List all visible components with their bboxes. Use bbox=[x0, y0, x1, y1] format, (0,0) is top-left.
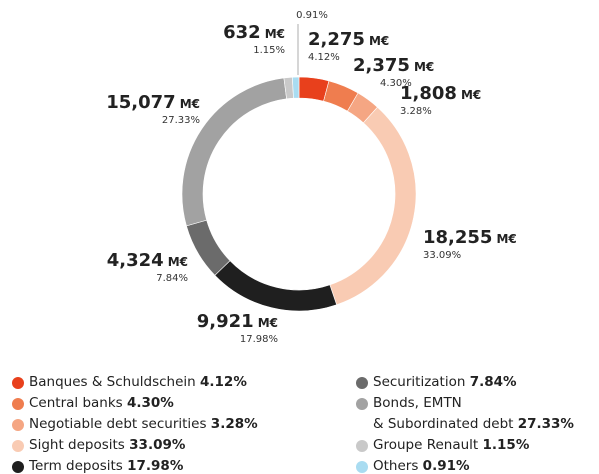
legend-dot bbox=[356, 398, 368, 410]
legend-percent: 3.28% bbox=[210, 416, 258, 432]
percent-label: 1.15% bbox=[253, 45, 285, 56]
legend-name: Bonds, EMTN & Subordinated debt bbox=[373, 395, 514, 432]
amount-label: 4,324 M€ bbox=[107, 250, 188, 271]
legend-percent: 4.12% bbox=[200, 374, 247, 390]
legend-dot bbox=[12, 377, 24, 389]
percent-label: 27.33% bbox=[162, 115, 200, 126]
legend-name: Banques & Schuldschein bbox=[29, 374, 196, 390]
legend-percent: 4.30% bbox=[127, 395, 174, 411]
amount-value: 18,255 bbox=[423, 227, 492, 248]
percent-label: 4.30% bbox=[380, 78, 412, 89]
legend-dot bbox=[12, 419, 24, 431]
legend-dot bbox=[356, 461, 368, 473]
amount-unit: M€ bbox=[461, 88, 481, 102]
legend-dot bbox=[12, 461, 24, 473]
percent-label: 4.12% bbox=[308, 52, 340, 63]
donut-segment bbox=[214, 260, 338, 312]
legend-percent: 1.15% bbox=[482, 437, 530, 453]
percent-label: 7.84% bbox=[156, 273, 188, 284]
legend-dot bbox=[356, 377, 368, 389]
amount-value: 632 bbox=[223, 22, 261, 43]
amount-value: 9,921 bbox=[197, 311, 254, 332]
legend-percent: 7.84% bbox=[469, 374, 517, 390]
amount-unit: M€ bbox=[258, 316, 278, 330]
percent-label: 17.98% bbox=[240, 334, 278, 345]
legend-item: Negotiable debt securities 3.28% bbox=[29, 414, 258, 435]
amount-unit: M€ bbox=[414, 60, 434, 74]
amount-unit: M€ bbox=[168, 255, 188, 269]
legend-dot bbox=[356, 440, 368, 452]
amount-unit: M€ bbox=[496, 232, 516, 246]
legend-name: Securitization bbox=[373, 374, 466, 390]
amount-unit: M€ bbox=[180, 97, 200, 111]
legend-name: Sight deposits bbox=[29, 437, 125, 453]
amount-value: 1,808 bbox=[400, 83, 457, 104]
legend-dot bbox=[12, 440, 24, 452]
legend-item: Securitization 7.84% bbox=[373, 372, 517, 393]
amount-value: 4,324 bbox=[107, 250, 164, 271]
percent-label: 0.91% bbox=[296, 10, 328, 21]
amount-unit: M€ bbox=[265, 27, 285, 41]
amount-value: 15,077 bbox=[106, 92, 175, 113]
amount-label: 2,375 M€ bbox=[353, 55, 434, 76]
legend-name: Groupe Renault bbox=[373, 437, 479, 453]
legend-name: Term deposits bbox=[29, 458, 123, 474]
percent-label: 33.09% bbox=[423, 250, 461, 261]
legend-name: Central banks bbox=[29, 395, 123, 411]
legend-dot bbox=[12, 398, 24, 410]
legend-item: Sight deposits 33.09% bbox=[29, 435, 185, 456]
amount-value: 2,275 bbox=[308, 29, 365, 50]
legend-percent: 0.91% bbox=[422, 458, 470, 474]
donut-segment bbox=[186, 219, 231, 276]
legend-percent: 33.09% bbox=[129, 437, 186, 453]
legend-name: Others bbox=[373, 458, 419, 474]
amount-label: 9,921 M€ bbox=[197, 311, 278, 332]
legend-item: Others 0.91% bbox=[373, 456, 470, 474]
legend-name: Negotiable debt securities bbox=[29, 416, 207, 432]
legend-item: Groupe Renault 1.15% bbox=[373, 435, 529, 456]
legend-item: Banques & Schuldschein 4.12% bbox=[29, 372, 247, 393]
legend-item: Bonds, EMTN & Subordinated debt 27.33% bbox=[373, 393, 574, 435]
donut-segment bbox=[291, 76, 300, 99]
amount-label: 15,077 M€ bbox=[106, 92, 200, 113]
legend-percent: 17.98% bbox=[127, 458, 184, 474]
legend-item: Central banks 4.30% bbox=[29, 393, 174, 414]
amount-value: 2,375 bbox=[353, 55, 410, 76]
amount-unit: M€ bbox=[369, 34, 389, 48]
amount-label: 632 M€ bbox=[223, 22, 285, 43]
amount-label: 18,255 M€ bbox=[423, 227, 517, 248]
donut-segment bbox=[329, 106, 417, 306]
percent-label: 3.28% bbox=[400, 106, 432, 117]
legend-item: Term deposits 17.98% bbox=[29, 456, 183, 474]
amount-label: 2,275 M€ bbox=[308, 29, 389, 50]
amount-label: 1,808 M€ bbox=[400, 83, 481, 104]
legend-percent: 27.33% bbox=[517, 416, 574, 432]
